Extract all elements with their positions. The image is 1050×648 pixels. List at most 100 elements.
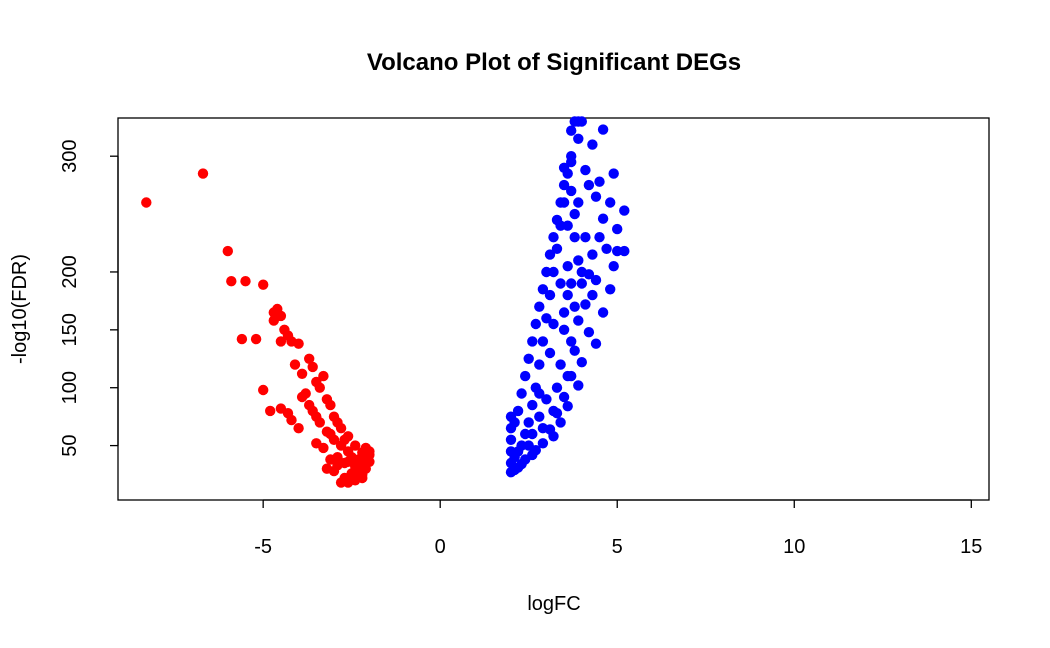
up-regulated-point [566, 156, 577, 168]
down-regulated-point [141, 197, 152, 208]
up-regulated-point [548, 266, 559, 278]
down-regulated-point [293, 423, 304, 434]
down-regulated-point [286, 414, 297, 426]
up-regulated-point [509, 452, 520, 463]
up-regulated-point [569, 208, 580, 220]
down-regulated-point [258, 279, 269, 290]
down-regulated-point [328, 434, 340, 445]
up-regulated-point [590, 274, 602, 286]
chart-title: Volcano Plot of Significant DEGs [367, 49, 741, 76]
up-regulated-point [512, 405, 524, 417]
up-regulated-point [569, 301, 580, 312]
up-regulated-point [573, 197, 584, 208]
up-regulated-point [558, 179, 570, 191]
plot-frame [117, 117, 990, 501]
up-regulated-point [562, 220, 573, 231]
up-regulated-point [605, 284, 616, 295]
down-regulated-point [314, 382, 325, 393]
down-regulated-point [332, 417, 343, 428]
up-regulated-point [597, 213, 609, 224]
down-regulated-point [304, 353, 315, 364]
up-regulated-point [566, 125, 577, 136]
up-regulated-point [544, 289, 556, 301]
down-regulated-point [275, 310, 287, 322]
down-regulated-point [364, 449, 375, 461]
up-regulated-point [562, 370, 573, 382]
up-regulated-point [523, 417, 534, 428]
up-regulated-point [576, 278, 587, 289]
up-regulated-point [544, 249, 556, 260]
up-regulated-point [583, 327, 595, 338]
up-regulated-point [541, 313, 552, 324]
up-regulated-point [566, 185, 577, 197]
up-regulated-point [551, 382, 563, 393]
down-regulated-point [300, 388, 311, 399]
up-regulated-point [505, 467, 517, 478]
down-regulated-point [350, 440, 361, 451]
down-regulated-point [357, 469, 368, 480]
up-regulated-point [537, 336, 549, 347]
x-tick-label: 5 [612, 536, 623, 558]
up-regulated-point [594, 232, 605, 243]
up-regulated-point [544, 347, 556, 359]
up-regulated-point [537, 423, 549, 434]
up-regulated-point [608, 261, 619, 272]
up-regulated-point [530, 318, 541, 330]
down-regulated-point [296, 368, 308, 379]
up-regulated-point [534, 411, 545, 422]
up-regulated-point [583, 269, 595, 280]
up-regulated-point [573, 380, 584, 391]
up-regulated-point [573, 133, 584, 144]
x-tick-label: -5 [254, 536, 272, 558]
scatter-points [141, 116, 630, 488]
up-regulated-point [597, 307, 609, 318]
up-regulated-point [590, 191, 602, 202]
up-regulated-point [597, 124, 609, 135]
y-tick-label: 150 [59, 313, 81, 346]
up-regulated-point [580, 232, 591, 243]
down-regulated-point [236, 333, 248, 345]
y-axis-label: -log10(FDR) [9, 254, 31, 364]
down-regulated-point [258, 384, 269, 396]
up-regulated-point [523, 440, 534, 451]
up-regulated-point [551, 243, 563, 254]
down-regulated-point [197, 168, 209, 179]
up-regulated-point [527, 399, 538, 411]
up-regulated-point [590, 338, 602, 349]
up-regulated-point [566, 336, 577, 347]
down-regulated-point [332, 460, 343, 471]
down-regulated-point [311, 411, 322, 422]
up-regulated-point [580, 164, 591, 176]
up-regulated-point [534, 359, 545, 370]
up-regulated-point [548, 232, 559, 243]
down-regulated-point [293, 338, 304, 349]
x-tick-label: 10 [783, 536, 805, 558]
down-regulated-point [250, 333, 262, 345]
x-tick-label: 0 [435, 536, 446, 558]
up-regulated-point [576, 116, 587, 127]
up-regulated-point [558, 307, 570, 318]
up-regulated-point [587, 249, 598, 260]
down-regulated-point [318, 370, 329, 382]
up-regulated-point [509, 417, 520, 428]
up-regulated-point [619, 205, 630, 216]
up-regulated-point [558, 391, 570, 403]
down-regulated-point [342, 446, 354, 457]
up-regulated-point [587, 139, 598, 150]
up-regulated-point [569, 345, 580, 356]
up-regulated-point [569, 232, 580, 243]
down-regulated-point [222, 245, 233, 257]
down-regulated-point [335, 440, 347, 451]
up-regulated-point [537, 284, 549, 295]
down-regulated-point [289, 359, 301, 370]
up-regulated-point [555, 278, 566, 289]
down-regulated-point [307, 361, 318, 373]
up-regulated-point [576, 357, 587, 368]
up-regulated-point [601, 243, 612, 254]
up-regulated-point [562, 289, 573, 301]
down-regulated-point [240, 276, 251, 287]
up-regulated-point [608, 168, 619, 179]
up-regulated-point [562, 401, 573, 412]
y-tick-label: 300 [59, 140, 81, 173]
up-regulated-point [523, 353, 534, 364]
